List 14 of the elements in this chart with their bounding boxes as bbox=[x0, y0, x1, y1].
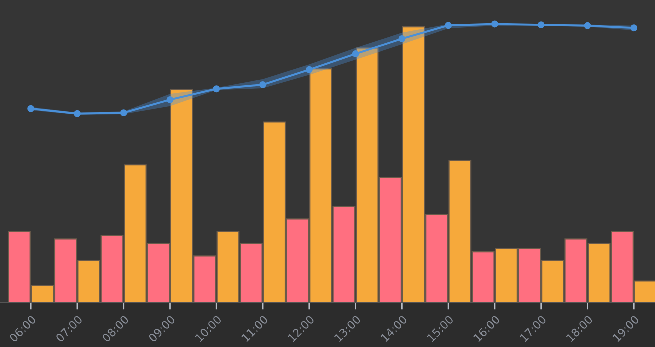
point bbox=[260, 81, 266, 88]
point bbox=[398, 36, 406, 42]
point bbox=[306, 66, 313, 74]
point bbox=[74, 110, 81, 118]
point bbox=[538, 22, 545, 29]
point bbox=[584, 22, 592, 30]
point bbox=[120, 110, 128, 117]
point bbox=[630, 24, 638, 32]
point bbox=[28, 105, 35, 112]
point bbox=[166, 96, 174, 104]
point bbox=[445, 22, 452, 30]
point bbox=[491, 20, 498, 28]
point bbox=[352, 50, 360, 58]
point bbox=[213, 86, 220, 93]
